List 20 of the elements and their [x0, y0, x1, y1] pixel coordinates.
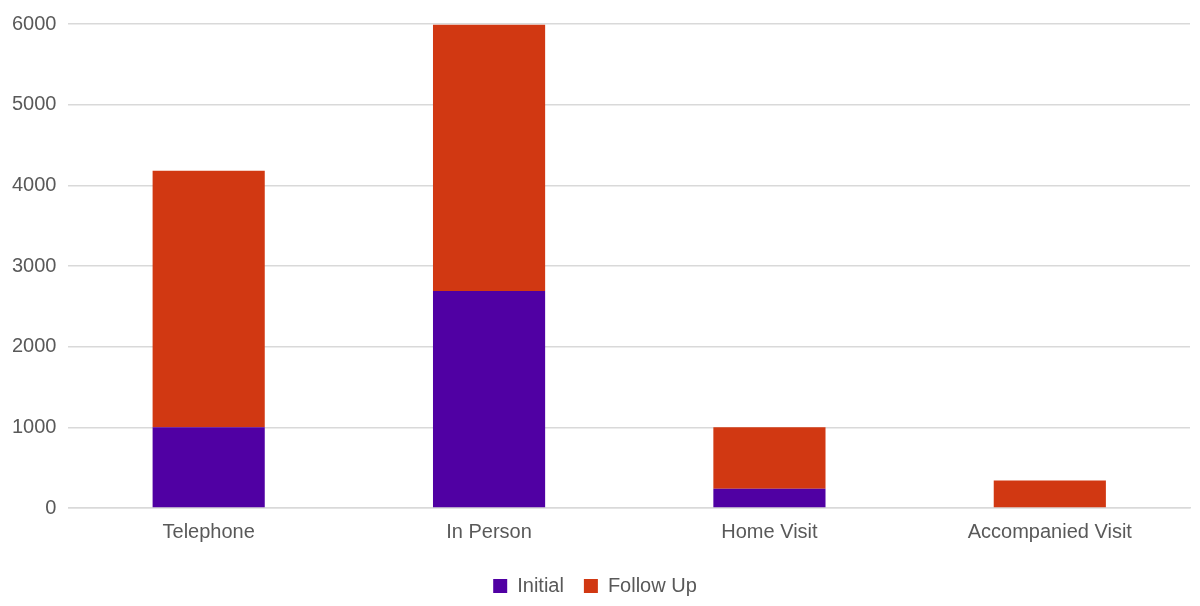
- legend-label: Initial: [517, 573, 564, 596]
- bar: [432, 291, 546, 508]
- y-tick-label: 3000: [11, 253, 57, 276]
- y-tick-label: 1000: [11, 414, 57, 437]
- bar: [432, 24, 546, 292]
- y-tick-label: 2000: [11, 334, 57, 357]
- bar: [152, 427, 265, 508]
- x-tick-label: Accompanied Visit: [967, 519, 1133, 542]
- y-tick-label: 0: [45, 495, 57, 518]
- bar: [993, 480, 1106, 508]
- x-tick-label: Telephone: [162, 519, 255, 542]
- bar: [713, 488, 826, 508]
- bar: [152, 170, 265, 428]
- y-tick-label: 4000: [11, 172, 57, 195]
- y-tick-label: 6000: [11, 11, 57, 34]
- x-tick-label: In Person: [446, 519, 532, 542]
- bar: [713, 427, 826, 489]
- y-tick-label: 5000: [11, 92, 57, 115]
- x-tick-label: Home Visit: [721, 519, 819, 542]
- legend-label: Follow Up: [607, 573, 697, 596]
